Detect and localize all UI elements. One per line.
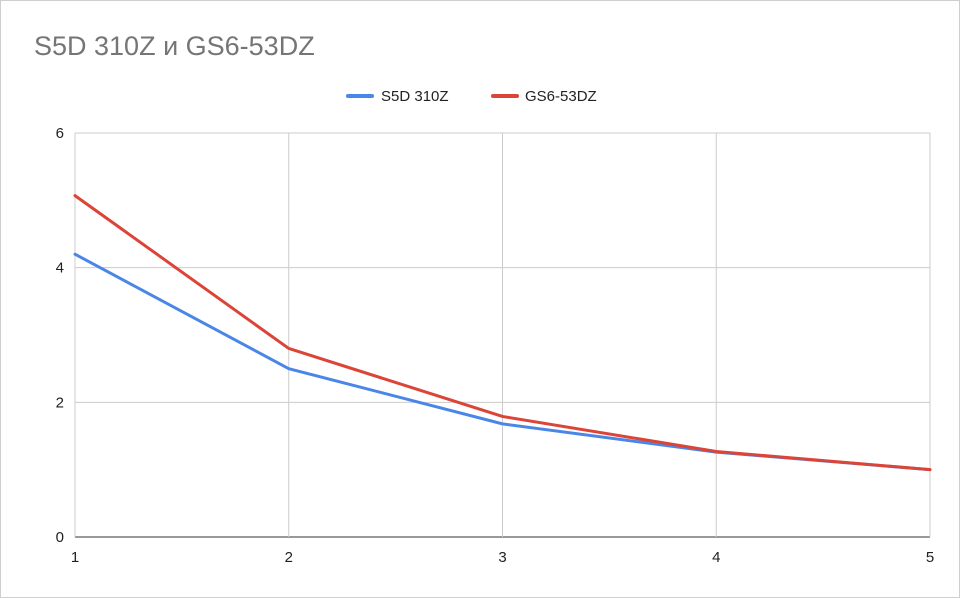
x-tick-label: 2 [285, 549, 293, 566]
grid-lines [74, 132, 931, 538]
x-tick-label: 1 [71, 549, 79, 566]
legend: S5D 310Z GS6-53DZ [346, 88, 597, 105]
series-lines [73, 194, 932, 472]
series-line-1 [73, 194, 932, 472]
y-tick-label: 2 [56, 394, 64, 411]
y-tick-label: 4 [56, 260, 64, 277]
x-tick-label: 5 [926, 549, 934, 566]
axis-labels: 0 2 4 6 1 2 3 4 5 [56, 125, 935, 566]
legend-label: S5D 310Z [381, 88, 449, 105]
y-tick-label: 0 [56, 529, 64, 546]
y-tick-label: 6 [56, 125, 64, 142]
x-tick-label: 4 [712, 549, 720, 566]
chart-title: S5D 310Z и GS6-53DZ [34, 31, 315, 61]
x-tick-label: 3 [498, 549, 506, 566]
legend-label: GS6-53DZ [525, 88, 597, 105]
